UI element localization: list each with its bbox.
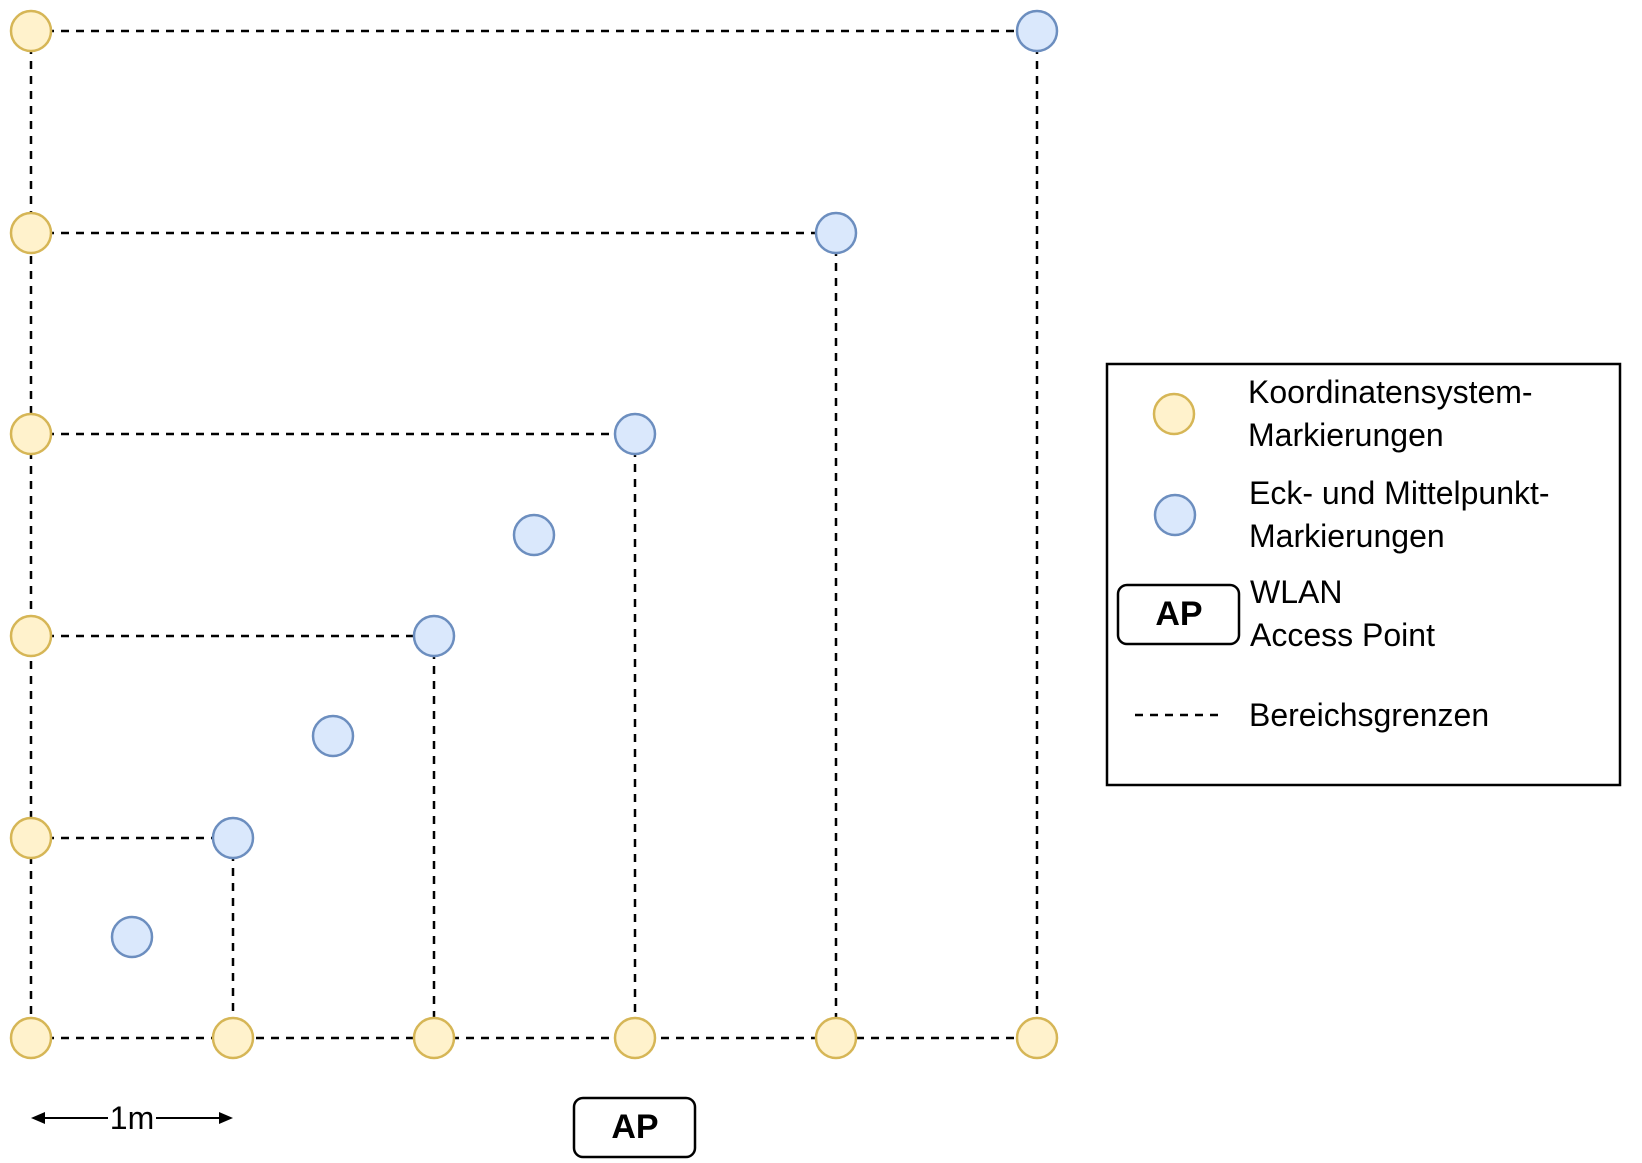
corner-marker (613, 412, 657, 456)
legend-coord-label-2: Markierungen (1248, 417, 1444, 453)
coord-marker (613, 1016, 657, 1060)
coord-marker (9, 211, 53, 255)
legend-ap-label-2: Access Point (1250, 617, 1435, 653)
coord-marker (9, 412, 53, 456)
coord-marker (1015, 1016, 1059, 1060)
corner-marker (412, 614, 456, 658)
access-point-label: AP (611, 1108, 658, 1146)
coord-marker (412, 1016, 456, 1060)
legend-corner-label-1: Eck- und Mittelpunkt- (1249, 475, 1550, 511)
corner-marker (1015, 9, 1059, 53)
coord-marker (814, 1016, 858, 1060)
legend-ap-box-label: AP (1155, 595, 1202, 633)
coord-marker (211, 1016, 255, 1060)
corner-marker (211, 816, 255, 860)
scale-label: 1m (110, 1100, 154, 1136)
coordinate-markers (9, 9, 1059, 1060)
access-point-box (572, 1096, 697, 1159)
center-marker (512, 513, 556, 557)
legend-coord-label-1: Koordinatensystem- (1248, 374, 1533, 410)
legend-corner-marker-icon (1153, 493, 1197, 537)
center-marker (311, 714, 355, 758)
scale-arrowhead-left (31, 1112, 45, 1124)
legend-box (1105, 362, 1622, 787)
coord-marker (9, 9, 53, 53)
legend-boundaries-label: Bereichsgrenzen (1249, 697, 1489, 733)
legend-corner-label-2: Markierungen (1249, 518, 1445, 554)
boundary-lines (29, 29, 1039, 1040)
corner-marker (814, 211, 858, 255)
coord-marker (9, 816, 53, 860)
legend-coord-marker-icon (1152, 392, 1196, 436)
coord-marker (9, 1016, 53, 1060)
center-marker (110, 915, 154, 959)
corner-center-markers (110, 9, 1059, 959)
scale-bar: 1m (31, 1100, 233, 1136)
coord-marker (9, 614, 53, 658)
legend-ap-box (1116, 583, 1241, 646)
legend-ap-label-1: WLAN (1250, 574, 1342, 610)
scale-arrowhead-right (219, 1112, 233, 1124)
access-point: AP (572, 1096, 697, 1159)
legend: Koordinatensystem- Markierungen Eck- und… (1105, 362, 1622, 787)
